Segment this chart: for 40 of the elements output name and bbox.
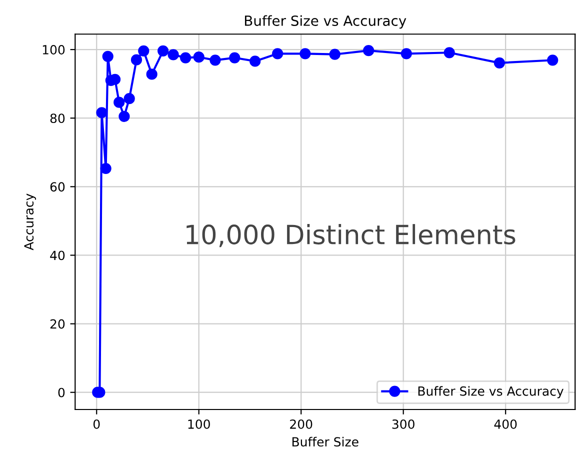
point <box>229 52 240 64</box>
point <box>114 96 125 108</box>
annotation: 10,000 Distinct Elements <box>186 224 516 248</box>
y-tick-label: 80 <box>50 114 65 124</box>
x-tick-label: 100 <box>188 419 210 429</box>
point <box>124 93 135 104</box>
legend-label: Buffer Size vs Accuracy <box>418 386 564 398</box>
x-tick-label: 400 <box>494 419 517 429</box>
point <box>100 162 112 174</box>
x-axis-title: Buffer Size <box>292 436 358 447</box>
y-tick-label: 60 <box>50 182 65 192</box>
x-tick-label: 0 <box>93 419 100 429</box>
point <box>130 54 142 66</box>
y-tick-label: 0 <box>58 388 65 398</box>
point <box>158 45 169 56</box>
point <box>444 47 455 58</box>
x-tick-label: 200 <box>290 419 312 429</box>
point <box>400 48 412 60</box>
point <box>272 48 284 60</box>
point <box>138 45 150 56</box>
point <box>118 110 130 122</box>
point <box>96 107 108 118</box>
point <box>300 48 311 60</box>
point <box>363 45 374 56</box>
point <box>329 48 340 60</box>
point <box>494 57 506 68</box>
y-tick-label: 100 <box>42 45 65 54</box>
y-axis-title: Accuracy <box>24 194 36 250</box>
x-tick-label: 300 <box>392 419 414 429</box>
point <box>102 50 114 62</box>
point <box>146 68 158 80</box>
point <box>547 54 558 66</box>
y-tick-label: 40 <box>50 250 65 260</box>
point <box>210 54 221 66</box>
point <box>168 49 179 60</box>
chart-title: Buffer Size vs Accuracy <box>244 15 406 29</box>
y-tick-label: 20 <box>50 319 65 329</box>
point <box>180 52 192 64</box>
point <box>250 56 261 67</box>
point <box>193 52 204 63</box>
